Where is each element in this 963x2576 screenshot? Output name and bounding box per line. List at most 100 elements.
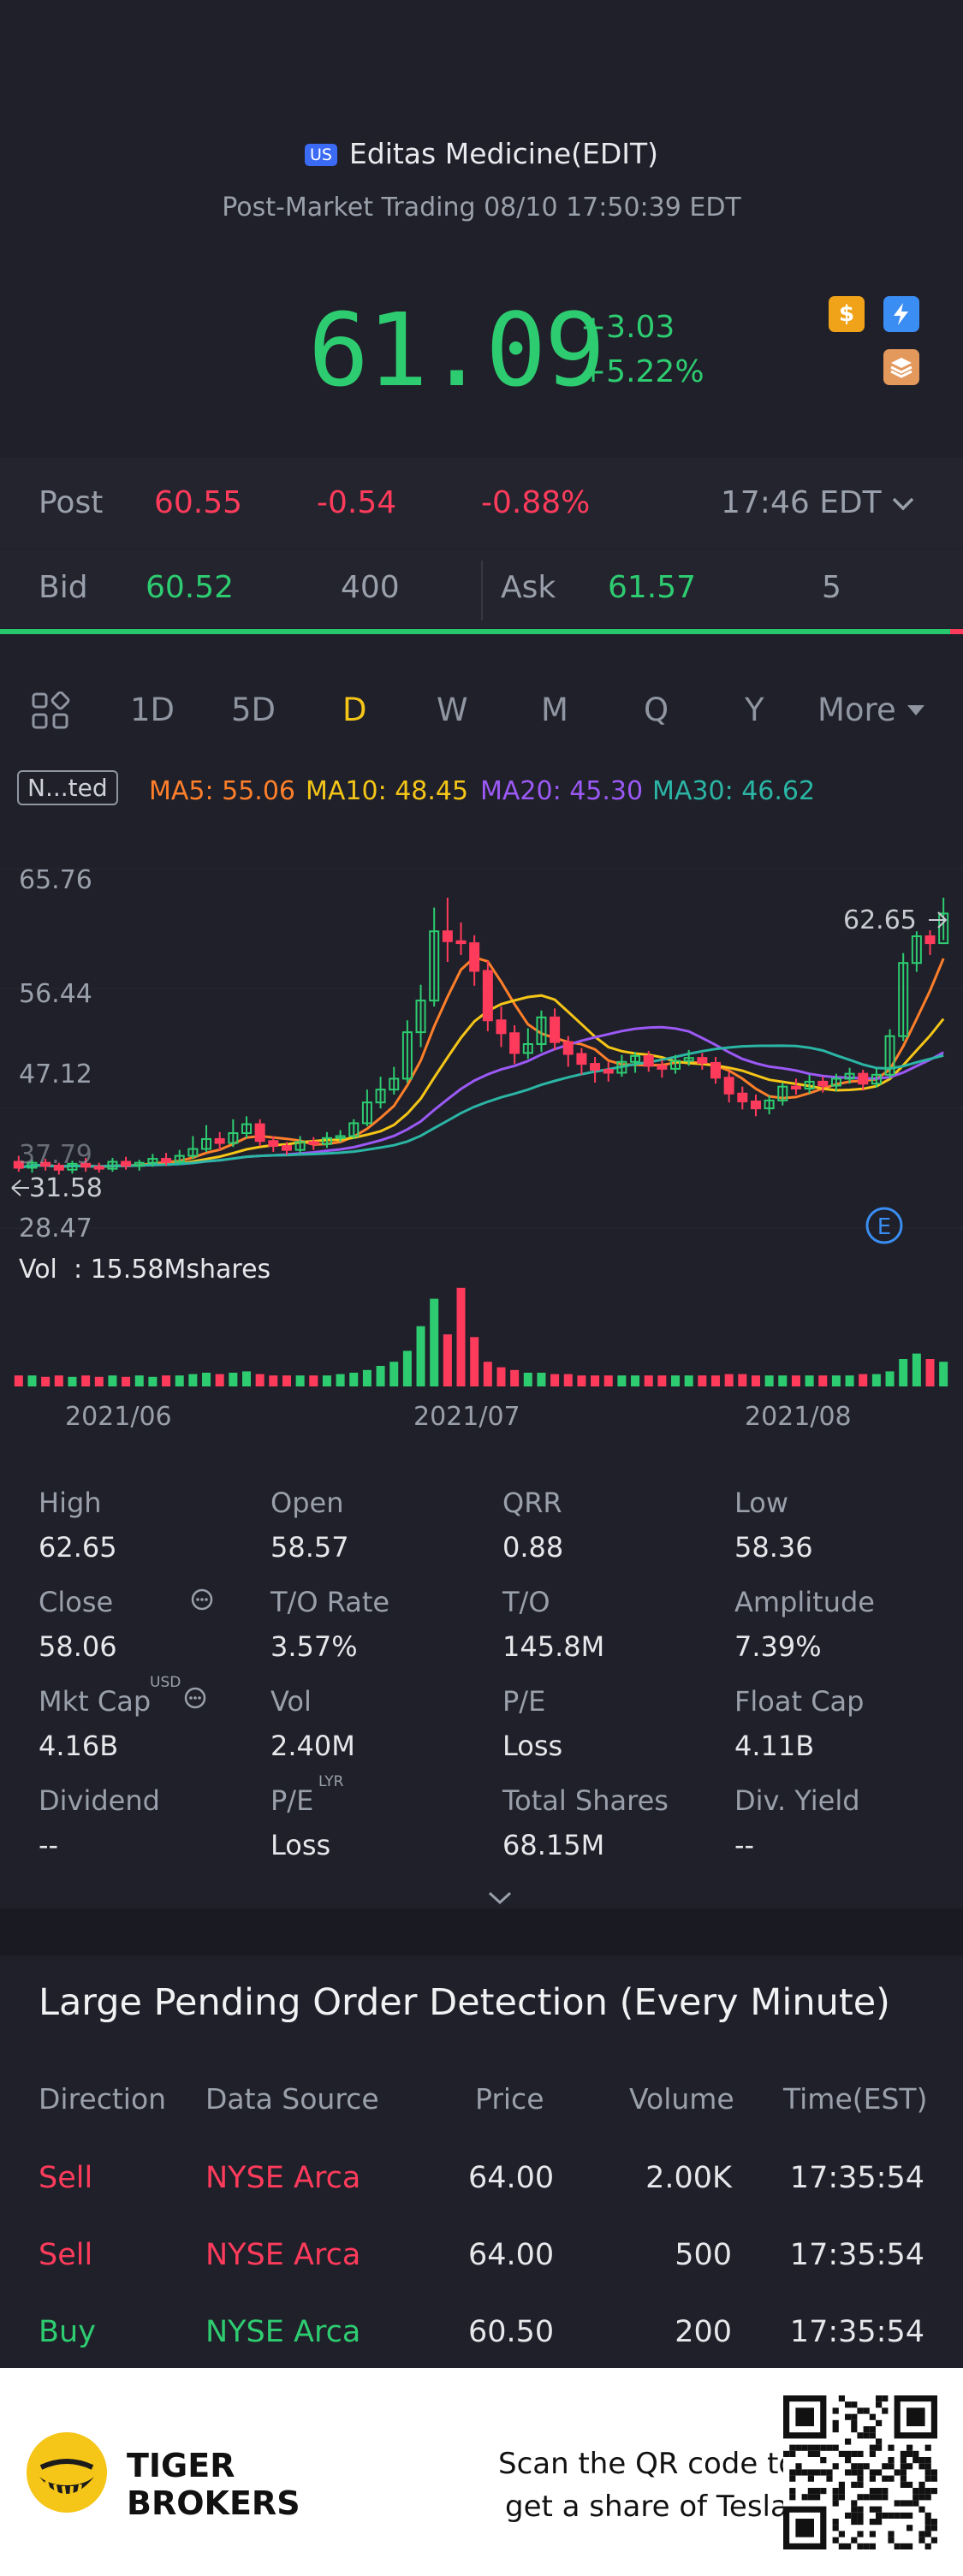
- candlestick-chart[interactable]: 65.76 56.44 47.12 37.79 28.47 31.58 62.6…: [0, 834, 963, 1451]
- volume-bar: [805, 1375, 814, 1386]
- more-info-icon[interactable]: [190, 1588, 214, 1611]
- stat-value: Loss: [502, 1730, 563, 1762]
- volume-bar: [563, 1374, 573, 1386]
- tab-q[interactable]: Q: [644, 691, 669, 728]
- tab-m[interactable]: M: [541, 691, 568, 728]
- qr-code[interactable]: [783, 2395, 937, 2549]
- candle: [147, 1154, 158, 1167]
- volume-bar: [14, 1375, 23, 1386]
- candle: [389, 1066, 400, 1095]
- volume-bar: [845, 1375, 854, 1386]
- volume-bar: [483, 1362, 492, 1386]
- order-time: 17:35:54: [789, 2161, 924, 2195]
- column-header: Time(EST): [783, 2082, 928, 2116]
- order-price: 64.00: [468, 2238, 555, 2272]
- volume-bar: [550, 1374, 560, 1386]
- ma20-label: MA20: 45.30: [480, 776, 644, 806]
- stat-label: T/O: [502, 1586, 550, 1618]
- candle: [201, 1125, 212, 1152]
- volume-bar: [738, 1374, 747, 1386]
- candle: [737, 1086, 748, 1110]
- candle: [858, 1070, 869, 1091]
- volume-bar: [912, 1353, 921, 1386]
- tab-y[interactable]: Y: [745, 691, 764, 728]
- tab-5d[interactable]: 5D: [231, 691, 276, 728]
- candle: [616, 1054, 627, 1077]
- more-info-icon[interactable]: [183, 1686, 207, 1710]
- candle: [657, 1059, 668, 1078]
- candle: [13, 1155, 24, 1172]
- tab-1d[interactable]: 1D: [130, 691, 175, 728]
- volume-bar: [496, 1367, 506, 1386]
- candle: [670, 1054, 681, 1074]
- flash-icon[interactable]: [883, 296, 919, 332]
- volume-bar: [188, 1374, 198, 1386]
- stat-value: 68.15M: [502, 1829, 605, 1861]
- promo-line1: Scan the QR code to: [498, 2447, 797, 2481]
- candle: [335, 1130, 346, 1143]
- candle: [509, 1025, 520, 1065]
- stack-icon[interactable]: [883, 349, 919, 385]
- candle: [93, 1162, 104, 1173]
- order-time: 17:35:54: [789, 2238, 924, 2272]
- order-volume: 2.00K: [645, 2161, 732, 2195]
- stat-value: --: [734, 1829, 755, 1861]
- volume-bar: [591, 1375, 600, 1386]
- candle: [27, 1160, 38, 1173]
- candle: [522, 1028, 533, 1059]
- candle: [817, 1077, 829, 1093]
- tab-d[interactable]: D: [342, 691, 367, 728]
- chevron-down-icon[interactable]: [890, 496, 916, 513]
- candle: [415, 984, 426, 1048]
- volume-bar: [791, 1375, 800, 1386]
- volume-bar: [510, 1369, 520, 1386]
- caret-down-icon[interactable]: [906, 703, 926, 717]
- volume-bar: [202, 1373, 211, 1386]
- volume-bar: [684, 1375, 693, 1386]
- layout-grid-icon[interactable]: [31, 691, 70, 731]
- volume-bar: [41, 1376, 51, 1386]
- orders-title: Large Pending Order Detection (Every Min…: [39, 1981, 890, 2024]
- volume-bar: [644, 1375, 653, 1386]
- candle: [348, 1119, 360, 1139]
- stat-value: 58.36: [734, 1531, 813, 1564]
- bid-label: Bid: [39, 570, 88, 605]
- volume-bar: [537, 1373, 546, 1386]
- y-tick-label: 28.47: [19, 1214, 92, 1243]
- volume-bar: [925, 1359, 935, 1386]
- market-badge: US: [304, 144, 337, 166]
- adjustment-mode[interactable]: N...ted: [17, 770, 118, 805]
- currency-superscript: USD: [150, 1674, 181, 1691]
- ask-size: 5: [822, 570, 841, 605]
- brand-line1: TIGER: [127, 2447, 235, 2484]
- volume-bar: [416, 1326, 425, 1386]
- ma5-line: [18, 956, 945, 1169]
- candle: [710, 1057, 722, 1084]
- volume-bar: [885, 1371, 895, 1386]
- post-time: 17:46 EDT: [721, 485, 882, 520]
- earnings-event-marker[interactable]: [865, 1207, 903, 1244]
- candle: [268, 1136, 279, 1152]
- candle: [40, 1159, 51, 1171]
- candle: [361, 1089, 372, 1126]
- candle: [884, 1029, 895, 1079]
- post-market-row: Post 60.55 -0.54 -0.88% 17:46 EDT: [0, 458, 963, 548]
- candle: [871, 1068, 882, 1088]
- volume-bar: [68, 1376, 77, 1386]
- tab-w[interactable]: W: [437, 691, 468, 728]
- dollar-icon[interactable]: $: [829, 296, 865, 332]
- candle: [228, 1119, 239, 1148]
- volume-bar: [255, 1374, 265, 1386]
- ask-ratio-bar: [950, 629, 963, 634]
- volume-bar: [229, 1373, 238, 1386]
- stat-value: 145.8M: [502, 1630, 605, 1663]
- last-price: 61.09: [308, 291, 605, 409]
- expand-chevron-icon[interactable]: [486, 1890, 514, 1907]
- stat-value: Loss: [270, 1829, 331, 1861]
- candle: [429, 907, 440, 1007]
- stat-value: 0.88: [502, 1531, 564, 1564]
- tab-more[interactable]: More: [817, 691, 896, 728]
- column-header: Volume: [629, 2082, 734, 2116]
- stat-label: High: [39, 1487, 102, 1519]
- ma30-line: [18, 1044, 944, 1169]
